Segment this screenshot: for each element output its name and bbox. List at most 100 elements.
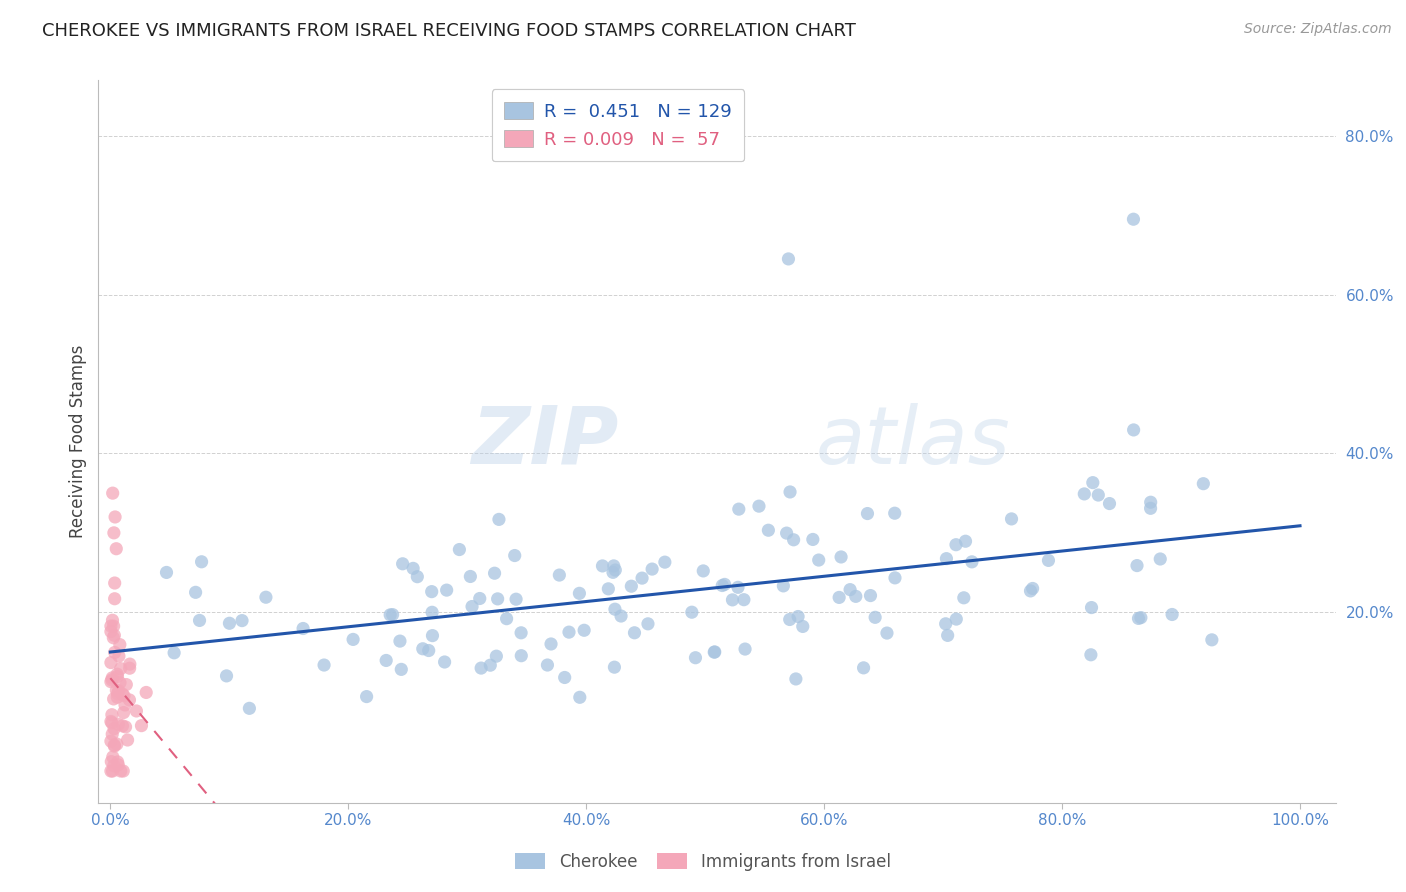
Point	[603, 660, 626, 674]
Point	[637, 616, 659, 631]
Point	[1019, 583, 1042, 598]
Point	[118, 661, 141, 675]
Point	[468, 591, 491, 606]
Point	[118, 657, 141, 672]
Point	[103, 692, 125, 706]
Legend: R =  0.451   N = 129, R = 0.009   N =  57: R = 0.451 N = 129, R = 0.009 N = 57	[492, 89, 744, 161]
Point	[112, 764, 135, 778]
Point	[1122, 212, 1144, 227]
Point	[1161, 607, 1184, 622]
Point	[292, 622, 315, 636]
Point	[852, 661, 875, 675]
Point	[603, 558, 626, 573]
Point	[884, 571, 907, 585]
Text: atlas: atlas	[815, 402, 1011, 481]
Point	[101, 613, 124, 627]
Point	[112, 689, 135, 703]
Point	[100, 619, 122, 633]
Point	[101, 671, 124, 685]
Point	[1021, 582, 1043, 596]
Point	[548, 568, 571, 582]
Point	[935, 551, 957, 566]
Point	[960, 555, 983, 569]
Point	[117, 733, 139, 747]
Point	[131, 718, 153, 732]
Text: CHEROKEE VS IMMIGRANTS FROM ISRAEL RECEIVING FOOD STAMPS CORRELATION CHART: CHEROKEE VS IMMIGRANTS FROM ISRAEL RECEI…	[42, 22, 856, 40]
Point	[486, 591, 509, 606]
Point	[485, 649, 508, 664]
Point	[876, 626, 898, 640]
Point	[188, 614, 211, 628]
Point	[190, 555, 212, 569]
Point	[111, 719, 134, 733]
Point	[1126, 558, 1149, 573]
Point	[101, 750, 124, 764]
Point	[1080, 600, 1102, 615]
Point	[312, 658, 335, 673]
Point	[1098, 497, 1121, 511]
Point	[418, 643, 440, 657]
Point	[1129, 610, 1152, 624]
Point	[713, 577, 735, 591]
Point	[568, 586, 591, 600]
Point	[107, 669, 129, 683]
Point	[100, 764, 122, 778]
Point	[112, 706, 135, 720]
Point	[839, 582, 862, 597]
Point	[734, 642, 756, 657]
Point	[782, 533, 804, 547]
Point	[772, 579, 794, 593]
Point	[104, 576, 127, 591]
Point	[449, 542, 471, 557]
Point	[603, 602, 626, 616]
Point	[610, 609, 633, 624]
Point	[1073, 487, 1095, 501]
Legend: Cherokee, Immigrants from Israel: Cherokee, Immigrants from Israel	[508, 845, 898, 880]
Point	[104, 510, 127, 524]
Point	[231, 614, 253, 628]
Point	[1128, 611, 1150, 625]
Point	[641, 562, 664, 576]
Point	[356, 690, 378, 704]
Point	[108, 638, 131, 652]
Point	[101, 715, 124, 730]
Point	[1081, 475, 1104, 490]
Y-axis label: Receiving Food Stamps: Receiving Food Stamps	[69, 345, 87, 538]
Point	[828, 591, 851, 605]
Point	[218, 616, 240, 631]
Point	[1201, 632, 1223, 647]
Point	[107, 755, 129, 769]
Point	[536, 658, 558, 673]
Point	[115, 677, 138, 691]
Point	[748, 499, 770, 513]
Point	[105, 683, 128, 698]
Text: Source: ZipAtlas.com: Source: ZipAtlas.com	[1244, 22, 1392, 37]
Point	[1122, 423, 1144, 437]
Point	[703, 645, 725, 659]
Point	[935, 616, 957, 631]
Point	[108, 649, 131, 664]
Point	[103, 628, 125, 642]
Point	[479, 658, 502, 673]
Point	[101, 673, 124, 687]
Point	[163, 646, 186, 660]
Point	[118, 693, 141, 707]
Point	[779, 485, 801, 500]
Point	[692, 564, 714, 578]
Point	[787, 609, 810, 624]
Point	[104, 591, 127, 606]
Point	[460, 569, 482, 583]
Point	[1038, 553, 1060, 567]
Point	[103, 631, 125, 645]
Point	[155, 566, 177, 580]
Point	[101, 727, 124, 741]
Point	[110, 662, 132, 676]
Point	[238, 701, 260, 715]
Point	[554, 671, 576, 685]
Point	[402, 561, 425, 575]
Point	[863, 610, 886, 624]
Point	[111, 687, 134, 701]
Point	[420, 605, 443, 619]
Point	[433, 655, 456, 669]
Point	[436, 583, 458, 598]
